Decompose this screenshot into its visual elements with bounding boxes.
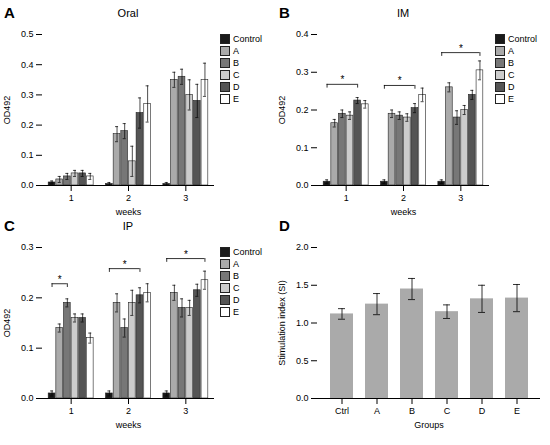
svg-text:0.3: 0.3 [21,90,34,100]
svg-text:*: * [123,259,127,270]
html-text:IP: IP [122,220,134,232]
html-text:B: B [279,4,290,21]
svg-text:3: 3 [183,406,188,416]
html-text:Control: Control [508,34,537,44]
html-text:C: C [508,70,515,80]
svg-text:2.0: 2.0 [296,242,309,252]
html-text:Control: Control [233,34,262,44]
svg-text:*: * [184,249,188,260]
html-text:IM: IM [396,7,410,19]
svg-text:1: 1 [69,406,74,416]
html-text:Oral: Oral [117,7,139,19]
svg-text:0.3: 0.3 [296,67,309,77]
html-text:C: C [233,283,240,293]
svg-text:B: B [409,406,415,416]
svg-text:A: A [374,406,380,416]
svg-text:OD492: OD492 [2,309,12,338]
svg-text:0.1: 0.1 [21,150,34,160]
html-text:D: D [233,295,240,305]
html-text:D: D [233,82,240,92]
html-text:B: B [508,58,514,68]
html-text:C: C [233,70,240,80]
svg-text:1: 1 [69,193,74,203]
svg-text:3: 3 [183,193,188,203]
svg-text:D: D [479,406,486,416]
svg-text:*: * [58,274,62,285]
svg-text:*: * [459,43,463,54]
svg-text:2: 2 [401,193,406,203]
svg-text:0.5: 0.5 [21,29,34,39]
svg-text:OD492: OD492 [2,96,12,125]
html-text:C: C [4,217,15,234]
html-text:E: E [233,94,239,104]
html-text:D: D [279,217,290,234]
svg-text:Groups: Groups [414,420,444,430]
svg-text:Ctrl: Ctrl [335,406,349,416]
svg-text:*: * [340,74,344,85]
html-text:E: E [508,94,514,104]
svg-text:0.0: 0.0 [21,180,34,190]
svg-text:1.5: 1.5 [296,280,309,290]
svg-text:*: * [398,75,402,86]
svg-text:0.1: 0.1 [296,143,309,153]
svg-text:weeks: weeks [390,207,417,217]
html-text:B: B [233,271,239,281]
svg-text:2: 2 [126,406,131,416]
svg-text:weeks: weeks [115,207,142,217]
svg-text:0.3: 0.3 [21,242,34,252]
html-text:B: B [233,58,239,68]
html-text:D: D [508,82,515,92]
svg-text:0.5: 0.5 [296,356,309,366]
svg-text:E: E [514,406,520,416]
svg-text:0.4: 0.4 [21,60,34,70]
svg-text:OD492: OD492 [277,96,287,125]
svg-text:0.0: 0.0 [296,393,309,403]
svg-text:0.2: 0.2 [21,120,34,130]
svg-text:0.4: 0.4 [296,29,309,39]
svg-text:2: 2 [126,193,131,203]
svg-text:0.2: 0.2 [21,293,34,303]
html-text:A: A [233,259,239,269]
svg-text:3: 3 [458,193,463,203]
svg-text:Stimulation index (SI): Stimulation index (SI) [277,280,287,366]
svg-text:1: 1 [344,193,349,203]
svg-text:C: C [444,406,451,416]
svg-text:0.2: 0.2 [296,105,309,115]
svg-text:0.1: 0.1 [21,343,34,353]
html-text:Control: Control [233,247,262,257]
html-text:E: E [233,307,239,317]
svg-text:0.0: 0.0 [21,393,34,403]
svg-text:weeks: weeks [115,420,142,430]
html-text:A: A [233,46,239,56]
svg-text:1.0: 1.0 [296,318,309,328]
html-text:A: A [4,4,15,21]
svg-text:0.0: 0.0 [296,180,309,190]
html-text:A: A [508,46,514,56]
